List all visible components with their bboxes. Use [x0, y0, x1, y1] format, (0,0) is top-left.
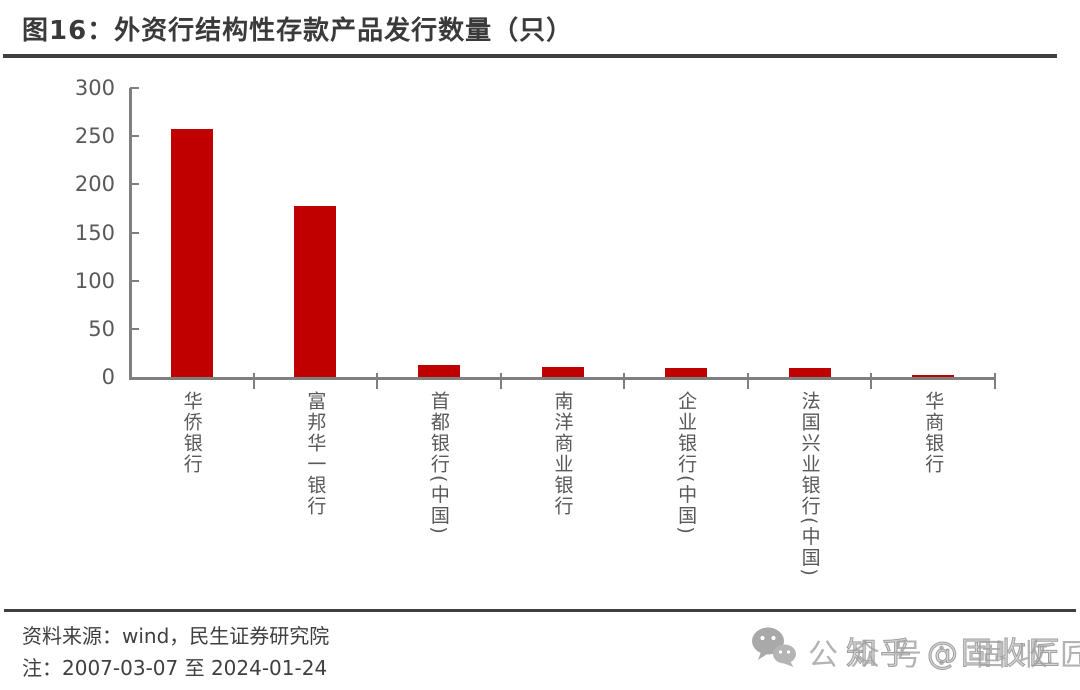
- source-note: 资料来源：wind，民生证券研究院: [22, 624, 330, 648]
- bar: [417, 365, 460, 377]
- y-tick-label: 50: [88, 316, 115, 341]
- bar: [541, 367, 584, 377]
- y-tick-label: 200: [74, 172, 115, 197]
- x-tick: [252, 373, 255, 389]
- x-category-label: 南洋商业银行: [551, 391, 574, 517]
- bar: [912, 375, 955, 377]
- x-axis: [129, 377, 996, 380]
- y-tick: [130, 279, 139, 282]
- x-category-label: 华商银行: [922, 391, 945, 475]
- x-category-label: 华侨银行: [180, 391, 203, 475]
- watermark-wechat-text: 公众号：固收匠: [808, 638, 1080, 673]
- x-category-label: 企业银行(中国): [675, 391, 698, 536]
- bar: [170, 129, 213, 377]
- x-category-label: 富邦华一银行: [304, 391, 327, 517]
- bar: [294, 205, 337, 377]
- y-tick: [130, 87, 139, 89]
- x-tick: [623, 373, 626, 389]
- footer-divider: [4, 609, 1076, 612]
- y-tick: [130, 231, 139, 234]
- y-tick-label: 100: [74, 268, 115, 293]
- figure-title: 图16：外资行结构性存款产品发行数量（只）: [22, 16, 574, 46]
- x-tick: [746, 373, 749, 389]
- y-tick: [130, 135, 139, 138]
- watermark: 公众号：固收匠 知乎 @固收匠: [750, 620, 1080, 680]
- x-tick: [376, 373, 379, 389]
- x-tick: [870, 373, 873, 389]
- x-tick: [499, 373, 502, 389]
- y-tick-label: 250: [74, 124, 115, 149]
- x-tick: [994, 373, 996, 389]
- x-category-label: 法国兴业银行(中国): [798, 391, 821, 578]
- y-tick: [130, 183, 139, 186]
- bar: [665, 368, 708, 377]
- bar: [788, 368, 831, 377]
- date-range-note: 注：2007-03-07 至 2024-01-24: [22, 656, 328, 680]
- watermark-zhihu-text: 知乎 @固收匠: [846, 636, 1063, 673]
- y-tick-label: 300: [74, 76, 115, 100]
- y-tick-label: 0: [101, 365, 115, 389]
- x-category-label: 首都银行(中国): [427, 391, 450, 536]
- y-tick: [130, 327, 139, 330]
- wechat-icon: [752, 627, 796, 667]
- y-tick-label: 150: [74, 220, 115, 245]
- title-divider: [3, 54, 1057, 58]
